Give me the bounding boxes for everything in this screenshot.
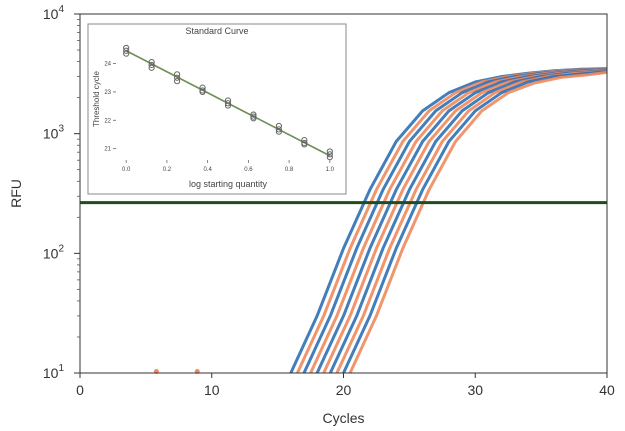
standard-curve-point — [275, 128, 283, 135]
inset-y-tick-label: 22 — [104, 118, 111, 124]
x-tick-label: 10 — [204, 382, 220, 398]
standard-curve-point — [123, 47, 130, 54]
standard-curve-point — [199, 88, 206, 96]
inset-x-axis-title: log starting quantity — [189, 179, 268, 189]
standard-curve-point — [224, 102, 232, 109]
standard-curve-point — [275, 126, 283, 133]
amplification-curve-3 — [302, 67, 607, 373]
standard-curve-point — [250, 113, 257, 120]
inset-data-points — [123, 44, 333, 161]
x-tick-label: 0 — [76, 382, 84, 398]
inset-y-axis-title: Threshold cycle — [92, 70, 101, 127]
standard-curve-point — [173, 78, 181, 85]
x-axis-title: Cycles — [322, 410, 364, 426]
inset-title: Standard Curve — [185, 26, 248, 36]
inset-frame — [87, 23, 347, 195]
inset-x-ticks: 0.0 0.2 0.4 0.6 0.8 1.0 — [122, 160, 335, 173]
standard-curve-point — [250, 115, 257, 122]
standard-curve-point — [123, 50, 130, 57]
inset-x-tick-label: 1.0 — [326, 167, 335, 173]
standard-curve-point — [326, 154, 333, 161]
standard-curve-point — [326, 151, 333, 158]
inset-y-tick-label: 21 — [104, 147, 111, 153]
standard-curve-point — [199, 84, 206, 91]
inset-x-tick-label: 0.2 — [163, 167, 172, 173]
y-tick-label: 104 — [43, 4, 65, 22]
standard-curve-point — [148, 64, 155, 71]
inset-y-tick-label: 24 — [104, 62, 111, 68]
amplification-curve-10 — [348, 70, 607, 373]
inset-x-tick-label: 0.0 — [122, 167, 131, 173]
y-axis-title: RFU — [8, 179, 24, 208]
inset-x-tick-label: 0.4 — [203, 167, 212, 173]
standard-curve-point — [250, 111, 257, 118]
standard-curve-point — [301, 141, 308, 148]
x-axis-ticks: 0 10 20 30 40 — [76, 373, 615, 398]
standard-curve-point — [224, 100, 232, 107]
standard-curve-inset: Standard Curve log starting quantity Thr… — [87, 23, 347, 195]
y-tick-label: 102 — [43, 243, 65, 261]
y-axis-ticks: 101 102 103 104 — [43, 4, 80, 381]
inset-y-tick-label: 23 — [104, 90, 111, 96]
standard-curve-point — [173, 74, 181, 81]
y-tick-label: 103 — [43, 124, 65, 142]
amplification-curve-5 — [315, 68, 607, 373]
standard-curve-point — [173, 71, 181, 78]
x-tick-label: 20 — [336, 382, 352, 398]
x-tick-label: 40 — [599, 382, 615, 398]
standard-curve-point — [148, 61, 155, 69]
inset-x-tick-label: 0.6 — [244, 167, 253, 173]
y-tick-label: 101 — [43, 363, 65, 381]
inset-y-ticks: 21 22 23 24 — [104, 62, 116, 153]
x-tick-label: 30 — [467, 382, 483, 398]
inset-x-tick-label: 0.8 — [285, 167, 294, 173]
amplification-curves — [289, 67, 607, 373]
standard-curve-point — [301, 137, 308, 144]
